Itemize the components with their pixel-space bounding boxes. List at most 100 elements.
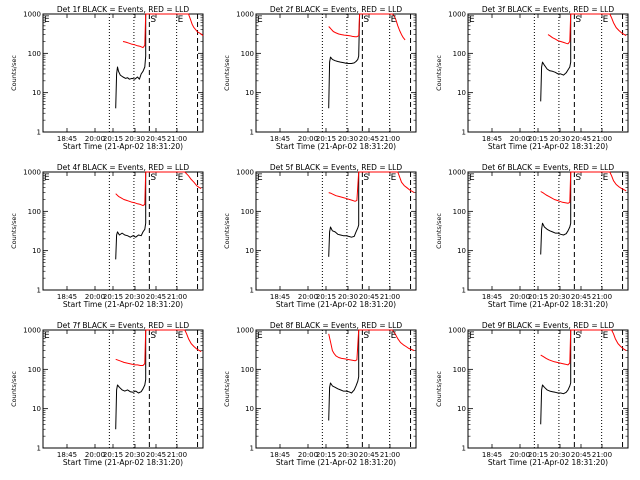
detector-panel-7: Det 7f BLACK = Events, RED = LLD 1 10 100 10…	[10, 321, 204, 467]
y-tick-label: 1	[37, 445, 41, 453]
x-axis-label: Start Time (21-Apr-02 18:31:20)	[63, 142, 183, 151]
series-line-events	[115, 172, 147, 260]
panel-title: Det 4f BLACK = Events, RED = LLD	[57, 163, 190, 172]
x-tick-label: 20:00	[298, 293, 318, 301]
x-tick-label: 18:45	[270, 135, 290, 143]
plot-frame	[42, 13, 204, 133]
plot-frame	[255, 13, 417, 133]
y-tick-label: 10	[245, 247, 254, 255]
detector-panel-3: Det 3f BLACK = Events, RED = LLD 1 10 100 10…	[435, 5, 629, 151]
x-tick-label: 20:30	[550, 451, 570, 459]
detector-panel-8: Det 8f BLACK = Events, RED = LLD 1 10 100 10…	[223, 321, 417, 467]
y-tick-label: 100	[28, 50, 41, 58]
event-marker-label: E	[257, 331, 263, 341]
series-line-lld	[328, 171, 415, 202]
x-tick-label: 20:15	[103, 135, 123, 143]
x-tick-label: 20:00	[298, 451, 318, 459]
panel-title: Det 5f BLACK = Events, RED = LLD	[270, 163, 403, 172]
y-axis-label: Counts/sec	[10, 213, 18, 249]
series-line-lld	[328, 13, 406, 41]
x-tick-label: 20:15	[103, 293, 123, 301]
x-tick-label: 21:00	[167, 451, 187, 459]
panel-title: Det 1f BLACK = Events, RED = LLD	[57, 5, 190, 14]
series-line-events	[328, 13, 361, 109]
y-tick-label: 1000	[236, 327, 254, 335]
series-line-events	[540, 330, 572, 425]
y-axis-label: Counts/sec	[435, 55, 443, 91]
x-tick-label: 20:00	[510, 293, 530, 301]
x-tick-label: 18:45	[270, 451, 290, 459]
y-tick-label: 1000	[236, 169, 254, 177]
event-marker-label: E	[469, 331, 475, 341]
x-tick-label: 21:00	[592, 135, 612, 143]
x-tick-label: 20:45	[359, 293, 379, 301]
series-line-events	[540, 172, 572, 255]
x-tick-label: 20:30	[338, 451, 358, 459]
x-tick-label: 20:45	[146, 293, 166, 301]
y-tick-label: 1000	[448, 11, 466, 19]
panel-title: Det 2f BLACK = Events, RED = LLD	[270, 5, 403, 14]
x-axis-label: Start Time (21-Apr-02 18:31:20)	[63, 458, 183, 467]
series-line-lld	[115, 171, 202, 207]
y-tick-label: 1000	[448, 327, 466, 335]
y-tick-label: 1	[462, 445, 466, 453]
x-tick-label: 20:30	[338, 293, 358, 301]
x-tick-label: 20:30	[125, 135, 145, 143]
x-tick-label: 20:45	[359, 451, 379, 459]
y-tick-label: 100	[28, 366, 41, 374]
event-marker-label: S	[150, 331, 156, 341]
x-tick-label: 20:15	[316, 293, 336, 301]
x-tick-label: 20:00	[85, 451, 105, 459]
y-axis-label: Counts/sec	[223, 213, 231, 249]
x-tick-label: 20:45	[571, 451, 591, 459]
event-marker-label: E	[469, 173, 475, 183]
y-tick-label: 10	[245, 405, 254, 413]
series-line-events	[328, 330, 360, 421]
x-tick-label: 20:15	[316, 135, 336, 143]
x-tick-label: 21:00	[380, 293, 400, 301]
x-tick-label: 20:30	[125, 293, 145, 301]
y-axis-label: Counts/sec	[435, 371, 443, 407]
y-axis-label: Counts/sec	[223, 371, 231, 407]
y-tick-label: 10	[32, 89, 41, 97]
event-marker-label: S	[363, 331, 369, 341]
plot-frame	[255, 329, 417, 449]
event-marker-label: E	[178, 331, 184, 341]
x-tick-label: 21:00	[380, 135, 400, 143]
y-tick-label: 100	[241, 50, 254, 58]
y-axis-label: Counts/sec	[10, 55, 18, 91]
x-tick-label: 20:30	[550, 135, 570, 143]
panel-title: Det 7f BLACK = Events, RED = LLD	[57, 321, 190, 330]
y-tick-label: 1000	[23, 11, 41, 19]
detector-panel-4: Det 4f BLACK = Events, RED = LLD 1 10 100 10…	[10, 163, 204, 309]
x-tick-label: 20:00	[510, 451, 530, 459]
x-tick-label: 20:30	[338, 135, 358, 143]
series-line-lld	[122, 13, 204, 49]
x-axis-label: Start Time (21-Apr-02 18:31:20)	[276, 458, 396, 467]
x-tick-label: 18:45	[57, 451, 77, 459]
x-tick-label: 21:00	[592, 293, 612, 301]
y-tick-label: 10	[32, 405, 41, 413]
y-tick-label: 10	[32, 247, 41, 255]
y-tick-label: 100	[453, 366, 466, 374]
event-marker-label: E	[178, 15, 184, 25]
y-tick-label: 1	[250, 445, 254, 453]
y-tick-label: 1000	[23, 169, 41, 177]
x-tick-label: 20:45	[571, 135, 591, 143]
x-tick-label: 21:00	[592, 451, 612, 459]
x-tick-label: 20:15	[103, 451, 123, 459]
detector-panel-1: Det 1f BLACK = Events, RED = LLD 1 10 100 10…	[10, 5, 204, 151]
x-tick-label: 21:00	[167, 293, 187, 301]
y-tick-label: 10	[245, 89, 254, 97]
y-tick-label: 100	[241, 208, 254, 216]
x-tick-label: 20:45	[146, 135, 166, 143]
x-tick-label: 18:45	[270, 293, 290, 301]
y-tick-label: 10	[457, 89, 466, 97]
event-marker-label: S	[150, 173, 156, 183]
plot-frame	[255, 171, 417, 291]
plot-frame	[42, 171, 204, 291]
series-line-lld	[328, 329, 415, 362]
series-line-lld	[115, 329, 202, 366]
event-marker-label: E	[603, 15, 609, 25]
